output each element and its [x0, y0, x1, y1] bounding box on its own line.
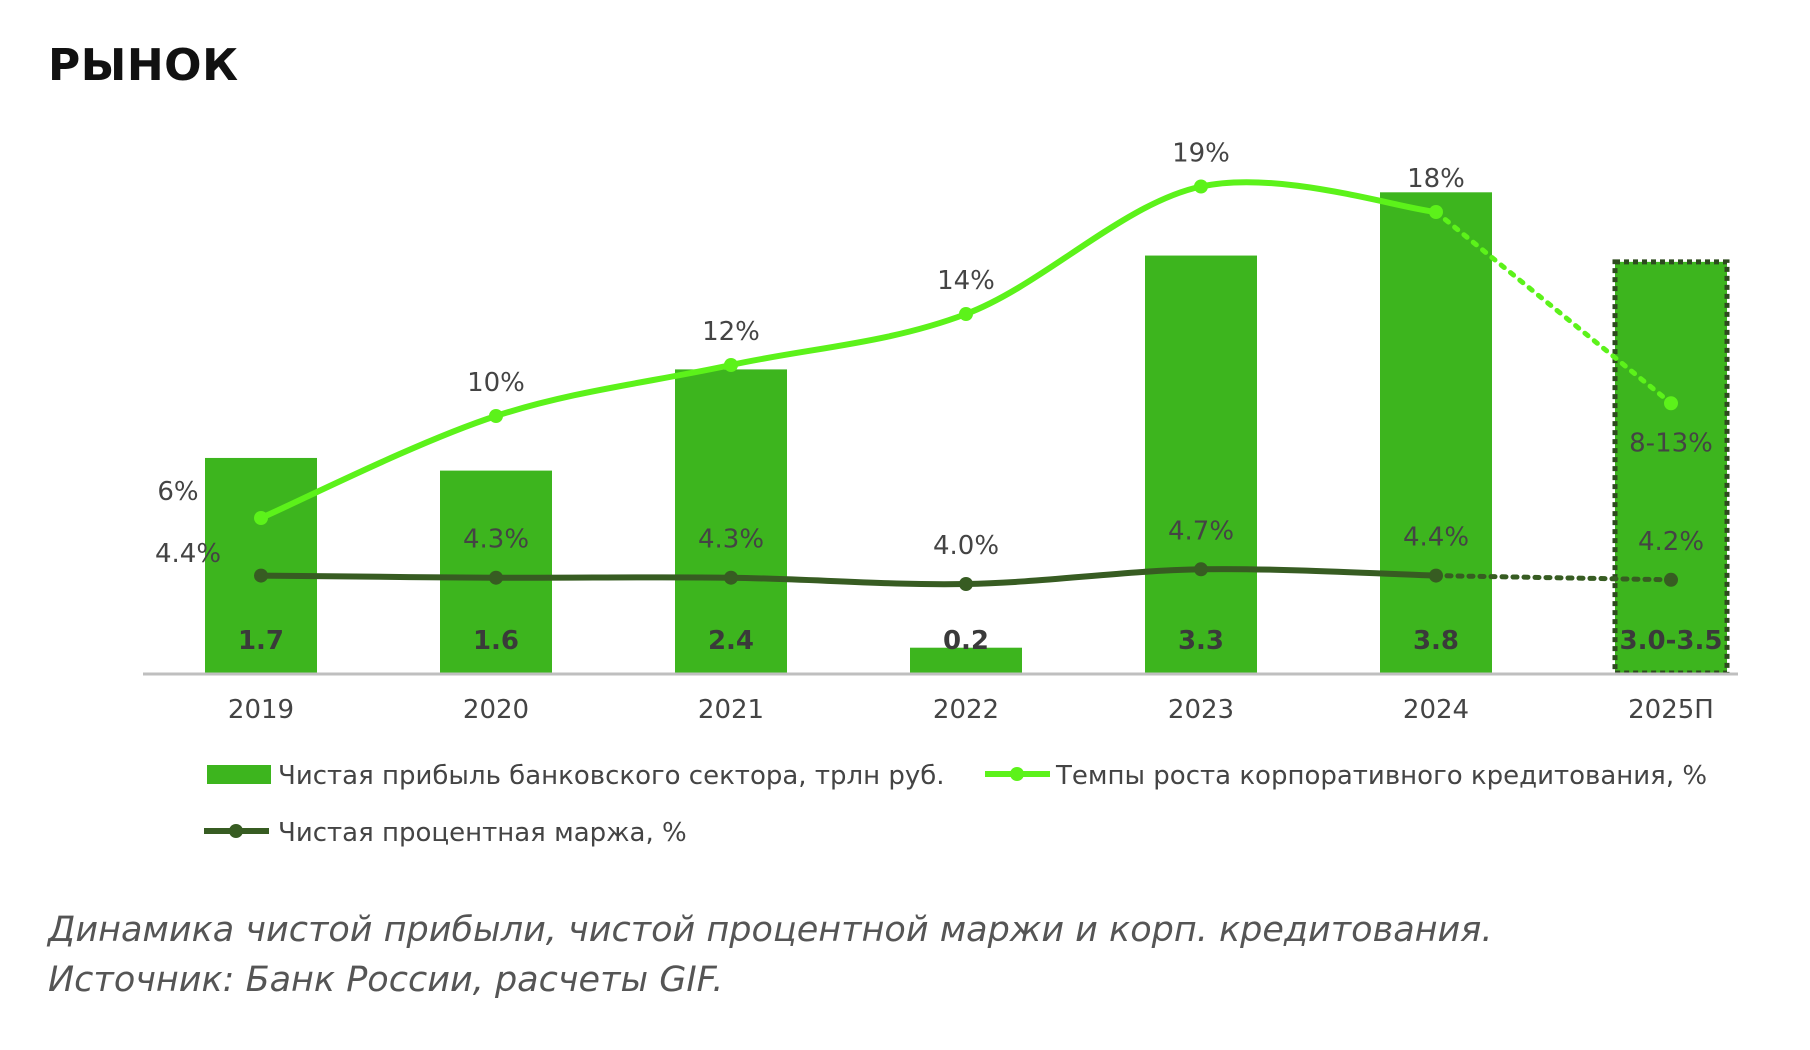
growth-point-2024 — [1429, 205, 1443, 219]
margin-point-2019 — [254, 568, 268, 583]
x-tick-2024: 2024 — [1403, 695, 1469, 725]
caption-line-description: Динамика чистой прибыли, чистой процентн… — [48, 910, 1493, 950]
page-title: РЫНОК — [48, 40, 239, 91]
growth-point-2023 — [1194, 179, 1208, 194]
bar-label-2021: 2.4 — [708, 626, 754, 656]
x-tick-2020: 2020 — [463, 695, 529, 725]
margin-line-forecast — [1433, 573, 1674, 583]
chart-caption: Динамика чистой прибыли, чистой процентн… — [48, 905, 1493, 1005]
bar-label-2019: 1.7 — [238, 626, 284, 656]
bar-2024 — [1380, 192, 1492, 674]
bar-2022 — [910, 647, 1022, 673]
margin-label-2025П: 4.2% — [1638, 527, 1704, 557]
x-tick-2019: 2019 — [228, 695, 294, 725]
legend-label-profit: Чистая прибыль банковского сектора, трлн… — [278, 761, 945, 791]
bar-2019 — [205, 457, 317, 673]
growth-line-actual — [259, 179, 1437, 521]
legend-swatch-profit — [207, 765, 271, 784]
margin-point-2022 — [959, 577, 973, 591]
growth-label-2023: 19% — [1172, 139, 1230, 169]
margin-point-2025П — [1664, 572, 1678, 587]
margin-label-2020: 4.3% — [463, 525, 529, 555]
bar-label-2023: 3.3 — [1178, 626, 1224, 656]
growth-label-2025П: 8-13% — [1629, 428, 1713, 458]
margin-point-2021 — [724, 570, 738, 585]
x-tick-2023: 2023 — [1168, 695, 1234, 725]
bar-label-2025П: 3.0-3.5 — [1620, 626, 1723, 656]
growth-point-2019 — [254, 511, 268, 525]
margin-point-2023 — [1194, 562, 1208, 577]
growth-label-2022: 14% — [937, 266, 995, 296]
bar-2025П — [1612, 259, 1730, 676]
growth-line-forecast — [1433, 209, 1674, 406]
legend-label-growth: Темпы роста корпоративного кредитования,… — [1055, 761, 1707, 791]
bar-label-2022: 0.2 — [943, 626, 989, 656]
growth-point-2021 — [724, 358, 738, 372]
growth-point-2022 — [959, 307, 973, 321]
caption-line-source: Источник: Банк России, расчеты GIF. — [48, 960, 724, 1000]
margin-point-2024 — [1429, 568, 1443, 583]
bar-label-2020: 1.6 — [473, 626, 519, 656]
legend-marker-growth — [1010, 767, 1024, 781]
bar-2023 — [1145, 255, 1257, 674]
margin-label-2021: 4.3% — [698, 525, 764, 555]
margin-label-2023: 4.7% — [1168, 516, 1234, 546]
legend-marker-margin — [229, 824, 243, 838]
x-tick-2022: 2022 — [933, 695, 999, 725]
x-tick-2025П: 2025П — [1628, 695, 1714, 725]
growth-point-2025П — [1664, 396, 1678, 411]
bar-2021 — [675, 369, 787, 673]
x-tick-2021: 2021 — [698, 695, 764, 725]
legend-label-margin: Чистая процентная маржа, % — [278, 818, 687, 848]
chart: 6% 10% 12% 14% 19% 18% 8-13% 4.4% 4.3% 4.3% 4.0% 4.… — [143, 139, 1738, 848]
margin-point-2020 — [489, 570, 503, 585]
bar-label-2024: 3.8 — [1413, 626, 1459, 656]
growth-label-2019: 6% — [157, 477, 198, 507]
margin-label-2019: 4.4% — [155, 539, 221, 569]
margin-label-2024: 4.4% — [1403, 523, 1469, 553]
margin-line-actual — [260, 566, 1437, 588]
growth-label-2024: 18% — [1407, 164, 1465, 194]
growth-point-2020 — [489, 409, 503, 423]
growth-label-2020: 10% — [467, 368, 525, 398]
growth-label-2021: 12% — [702, 317, 760, 347]
margin-label-2022: 4.0% — [933, 531, 999, 561]
